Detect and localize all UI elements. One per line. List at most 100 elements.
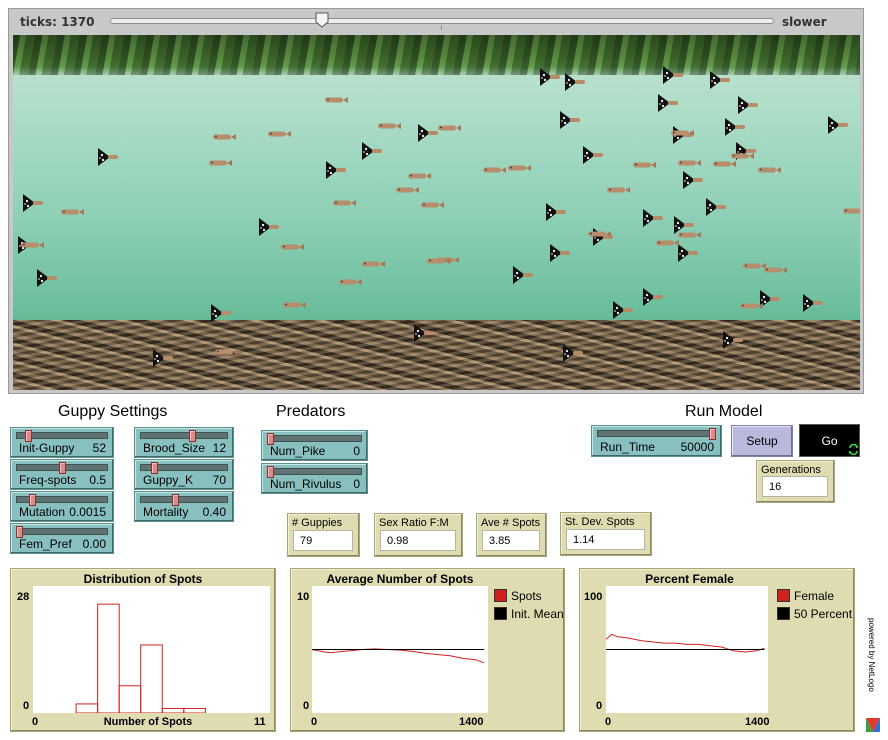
fem-pref-slider[interactable]: Fem_Pref 0.00	[10, 523, 114, 554]
average-number-of-spots-plot: Average Number of Spots 10 0 0 1400 Spot…	[290, 568, 565, 732]
legend-label-female: Female	[794, 589, 835, 603]
female-guppy	[758, 167, 781, 173]
legend-label-init-mean: Init. Mean	[511, 607, 564, 621]
guppy-settings-title: Guppy Settings	[58, 403, 168, 420]
slider-knob[interactable]	[172, 494, 180, 506]
init-guppy-slider[interactable]: Init-Guppy 52	[10, 427, 114, 458]
slider-value: 0	[353, 477, 360, 491]
spotted-male-guppy	[706, 198, 726, 216]
speed-slider-thumb[interactable]	[315, 12, 329, 28]
netlogo-logo-icon[interactable]	[866, 718, 880, 732]
female-guppy	[213, 134, 236, 140]
setup-button[interactable]: Setup	[731, 425, 793, 457]
female-guppy	[408, 173, 431, 179]
female-guppy	[378, 123, 401, 129]
slider-track	[267, 468, 362, 475]
female-guppy	[268, 131, 291, 137]
spotted-male-guppy	[513, 266, 533, 284]
spotted-male-guppy	[37, 269, 57, 287]
legend-label-spots: Spots	[511, 589, 542, 603]
powered-by-netlogo[interactable]: powered by NetLogo	[864, 616, 880, 716]
female-guppy	[743, 263, 766, 269]
slider-knob[interactable]	[58, 462, 66, 474]
speed-slider-center-mark	[441, 25, 442, 30]
female-guppy	[61, 209, 84, 215]
sex-ratio-monitor: Sex Ratio F:M 0.98	[374, 513, 463, 557]
spotted-male-guppy	[565, 73, 585, 91]
female-guppy	[607, 187, 630, 193]
slider-knob[interactable]	[267, 433, 274, 445]
plot-title: Percent Female	[645, 572, 734, 586]
go-button[interactable]: Go	[799, 424, 860, 457]
female-guppy	[678, 160, 701, 166]
x-min-label: 0	[32, 716, 39, 728]
slider-knob[interactable]	[16, 526, 23, 538]
y-min-label: 0	[596, 700, 603, 712]
monitor-value: 79	[293, 530, 353, 551]
spotted-male-guppy	[563, 344, 583, 362]
monitor-label: Ave # Spots	[481, 517, 541, 529]
slider-label: Num_Pike	[270, 444, 326, 458]
brood-size-slider[interactable]: Brood_Size 12	[134, 427, 234, 458]
spotted-male-guppy	[738, 96, 758, 114]
num-rivulus-slider[interactable]: Num_Rivulus 0	[261, 463, 368, 494]
slider-track	[16, 496, 108, 503]
guppies-monitor: # Guppies 79	[287, 513, 360, 557]
slider-knob[interactable]	[25, 430, 33, 442]
female-guppy	[215, 349, 238, 355]
female-guppy	[421, 202, 444, 208]
monitor-value: 16	[762, 476, 828, 497]
female-guppy	[281, 244, 304, 250]
slider-value: 0.40	[202, 505, 226, 519]
spotted-male-guppy	[583, 146, 603, 164]
monitor-value: 1.14	[566, 529, 645, 550]
female-guppy	[396, 187, 419, 193]
female-guppy	[740, 303, 763, 309]
x-min-label: 0	[605, 716, 612, 728]
monitor-label: # Guppies	[292, 517, 343, 529]
spotted-male-guppy	[643, 288, 663, 306]
guppy-layer	[18, 66, 860, 367]
percent-female-plot: Percent Female 100 0 0 1400 Female 50 Pe…	[579, 568, 855, 732]
num-pike-slider[interactable]: Num_Pike 0	[261, 430, 368, 461]
slider-track	[140, 464, 228, 471]
background-foliage	[13, 35, 860, 75]
slider-knob[interactable]	[28, 494, 36, 506]
speed-slider[interactable]	[110, 18, 774, 24]
series-line-spots	[311, 648, 485, 664]
spotted-male-guppy	[593, 228, 613, 246]
monitor-label: Generations	[761, 464, 821, 476]
slider-label: Run_Time	[600, 440, 655, 454]
slider-track	[267, 435, 362, 442]
legend-swatch-init-mean	[494, 607, 507, 620]
mutation-slider[interactable]: Mutation 0.0015	[10, 491, 114, 522]
female-guppy	[843, 208, 860, 214]
slider-label: Guppy_K	[143, 473, 194, 487]
slider-knob[interactable]	[267, 466, 274, 478]
female-guppy	[283, 302, 306, 308]
slider-value: 0	[353, 444, 360, 458]
female-guppy	[764, 267, 787, 273]
slider-knob[interactable]	[151, 462, 159, 474]
female-guppy	[671, 130, 694, 136]
slider-label: Mortality	[143, 505, 189, 519]
slider-knob[interactable]	[709, 428, 716, 440]
guppy-k-slider[interactable]: Guppy_K 70	[134, 459, 234, 490]
run-time-slider[interactable]: Run_Time 50000	[591, 425, 722, 457]
mortality-slider[interactable]: Mortality 0.40	[134, 491, 234, 522]
female-guppy	[209, 160, 232, 166]
slider-track	[140, 496, 228, 503]
freq-spots-slider[interactable]: Freq-spots 0.5	[10, 459, 114, 490]
spotted-male-guppy	[683, 171, 703, 189]
slider-label: Brood_Size	[143, 441, 206, 455]
run-model-title: Run Model	[685, 403, 763, 420]
spotted-male-guppy	[658, 94, 678, 112]
spotted-male-guppy	[259, 218, 279, 236]
spotted-male-guppy	[540, 68, 560, 86]
slider-knob[interactable]	[188, 430, 196, 442]
x-max-label: 11	[254, 716, 266, 728]
slider-track	[597, 430, 716, 437]
spotted-male-guppy	[674, 216, 694, 234]
slider-label: Num_Rivulus	[270, 477, 342, 491]
world-view[interactable]	[13, 35, 860, 390]
